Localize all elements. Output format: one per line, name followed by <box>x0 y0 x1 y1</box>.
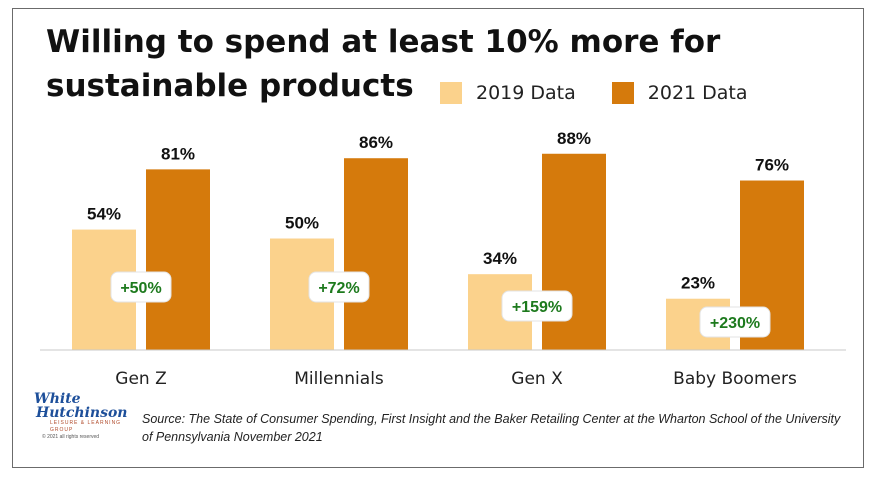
growth-label-gen-x: +159% <box>512 299 562 316</box>
data-label-baby-boomers-2019: 23% <box>681 274 715 293</box>
data-label-baby-boomers-2021: 76% <box>755 156 789 175</box>
legend-item-2021: 2021 Data <box>611 82 748 104</box>
growth-badge-baby-boomers <box>699 306 771 338</box>
growth-badge-gen-z <box>110 271 172 303</box>
logo-line1: White <box>34 391 81 407</box>
data-label-millennials-2019: 50% <box>285 214 319 233</box>
growth-label-millennials: +72% <box>318 280 359 297</box>
chart-title: Willing to spend at least 10% more for s… <box>46 24 721 104</box>
category-label-baby-boomers: Baby Boomers <box>673 369 797 389</box>
bar-gen-z-2021 <box>146 169 210 350</box>
legend-swatch-2019 <box>440 82 462 104</box>
legend-swatch-2021 <box>611 82 634 104</box>
legend: 2019 Data 2021 Data <box>440 82 784 104</box>
legend-label-2019: 2019 Data <box>476 82 576 104</box>
legend-item-2019: 2019 Data <box>440 82 576 104</box>
category-label-gen-x: Gen X <box>511 369 563 389</box>
legend-label-2021: 2021 Data <box>647 82 748 104</box>
data-label-gen-x-2019: 34% <box>483 249 517 268</box>
category-label-millennials: Millennials <box>294 369 384 389</box>
data-label-gen-z-2021: 81% <box>161 144 195 163</box>
bar-millennials-2021 <box>344 158 408 350</box>
logo-copyright: © 2021 all rights reserved <box>42 434 100 440</box>
growth-label-gen-z: +50% <box>120 280 161 297</box>
data-label-millennials-2021: 86% <box>359 133 393 152</box>
data-label-gen-z-2019: 54% <box>87 205 121 224</box>
growth-badge-gen-x <box>501 290 573 322</box>
growth-label-baby-boomers: +230% <box>710 315 760 332</box>
logo-line2: Hutchinson <box>36 405 128 421</box>
source-note: Source: The State of Consumer Spending, … <box>142 412 841 444</box>
logo: White Hutchinson Leisure & Learning Grou… <box>34 391 128 441</box>
category-label-gen-z: Gen Z <box>115 369 166 389</box>
data-label-gen-x-2021: 88% <box>557 129 591 148</box>
growth-badge-millennials <box>308 271 370 303</box>
logo-tagline: Leisure & Learning Group <box>50 420 122 433</box>
